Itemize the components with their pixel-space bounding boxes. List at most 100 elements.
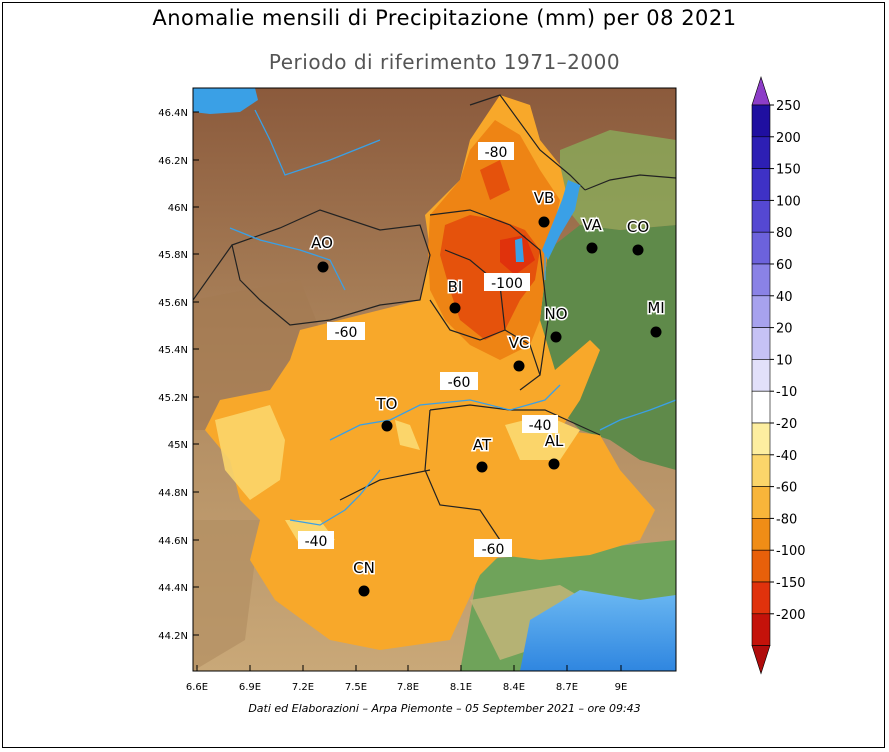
city-label-halo: CO [627, 218, 649, 236]
city-label-halo: CN [353, 559, 375, 577]
city-label-halo: NO [544, 305, 567, 323]
svg-text:-40: -40 [305, 534, 328, 550]
city-marker-vb [538, 216, 550, 228]
lon-tick-label: 8.7E [556, 682, 578, 693]
lat-tick-label: 46N [168, 203, 188, 214]
city-label-to: TO [376, 395, 398, 413]
legend-level-label: 60 [776, 258, 793, 273]
lat-tick-label: 45.2N [158, 393, 188, 404]
legend-swatch [751, 295, 771, 328]
lat-tick-label: 46.4N [158, 108, 188, 119]
legend-swatch [751, 168, 771, 201]
legend-swatch [751, 327, 771, 360]
legend-swatch [751, 136, 771, 169]
north-area [560, 130, 676, 230]
longitude-axis: 6.6E 6.9E 7.2E 7.5E 7.8E 8.1E 8.4E 8.7E 9E [186, 665, 627, 693]
lat-tick-label: 45.8N [158, 250, 188, 261]
city-label-halo: AL [545, 432, 564, 450]
svg-text:-40: -40 [529, 418, 552, 434]
city-label-halo: MI [647, 299, 664, 317]
city-marker-mi [650, 326, 662, 338]
city-label-no: NO [544, 305, 567, 323]
lat-tick-label: 44.6N [158, 536, 188, 547]
city-marker-al [548, 458, 560, 470]
legend-level-label: -200 [776, 608, 806, 623]
city-label-co: CO [627, 218, 649, 236]
legend-level-label: -20 [776, 417, 797, 432]
legend-level-label: 80 [776, 226, 793, 241]
legend-swatch [751, 613, 771, 646]
contour-label-6: -40 [298, 531, 334, 550]
lon-tick-label: 8.4E [503, 682, 525, 693]
contour-label-1: -80 [478, 142, 514, 161]
city-label-halo: VB [534, 189, 555, 207]
legend-swatch [751, 486, 771, 519]
lat-tick-label: 44.2N [158, 631, 188, 642]
legend-level-label: -60 [776, 481, 797, 496]
city-label-halo: VA [582, 216, 602, 234]
legend-level-label: 250 [776, 99, 801, 114]
anomaly-zone-40-a [215, 405, 285, 500]
legend-swatch [751, 454, 771, 487]
legend-level-label: 40 [776, 290, 793, 305]
city-marker-no [550, 331, 562, 343]
plot-border [192, 87, 677, 672]
contour-label-3: -60 [327, 322, 365, 341]
svg-text:-60: -60 [448, 375, 471, 391]
legend-swatch [751, 390, 771, 424]
city-label-halo: TO [376, 395, 398, 413]
lat-tick-label: 44.4N [158, 583, 188, 594]
ligurian-sea [520, 590, 676, 671]
terrain-southwest [193, 520, 260, 671]
lon-tick-label: 9E [615, 682, 628, 693]
lon-tick-label: 7.5E [345, 682, 367, 693]
city-label-bi: BI [448, 278, 463, 296]
anomaly-zone-40-d [395, 420, 420, 450]
map-plot-area [193, 88, 676, 671]
svg-text:-100: -100 [491, 276, 523, 292]
city-label-halo: BI [448, 278, 463, 296]
lon-tick-label: 8.1E [450, 682, 472, 693]
anomaly-zone-100-north [480, 160, 510, 200]
city-label-mi: MI [647, 299, 664, 317]
legend-swatch [751, 200, 771, 233]
contour-label-2: -100 [484, 273, 530, 292]
svg-text:-60: -60 [482, 542, 505, 558]
legend-level-label: 100 [776, 194, 801, 209]
data-credits: Dati ed Elaborazioni – Arpa Piemonte – 0… [248, 702, 641, 715]
city-marker-at [476, 461, 488, 473]
legend-level-label: 10 [776, 353, 793, 368]
contour-label-5: -40 [522, 415, 558, 434]
legend-level-label: -80 [776, 512, 797, 527]
legend-swatch [751, 518, 771, 551]
legend-swatch [751, 359, 771, 392]
color-legend: 250 200 150 100 80 60 40 20 10 -10 -20 -40 -60 -80 -10… [751, 76, 806, 675]
svg-text:-80: -80 [485, 145, 508, 161]
legend-level-label: -100 [776, 544, 806, 559]
legend-level-label: 200 [776, 131, 801, 146]
legend-swatch [751, 231, 771, 265]
city-label-halo: AT [473, 436, 492, 454]
city-label-at: AT [473, 436, 492, 454]
city-marker-va [586, 242, 598, 254]
city-marker-bi [449, 302, 461, 314]
legend-level-label: -150 [776, 576, 806, 591]
city-label-halo: AO [311, 234, 333, 252]
lon-tick-label: 7.8E [397, 682, 419, 693]
lake-maggiore [542, 180, 580, 260]
legend-swatch [751, 581, 771, 615]
city-label-va: VA [582, 216, 602, 234]
city-label-vb: VB [534, 189, 555, 207]
city-label-halo: VC [509, 334, 530, 352]
city-label-al: AL [545, 432, 564, 450]
legend-bottom-arrow [751, 645, 771, 675]
lon-tick-label: 7.2E [292, 682, 314, 693]
city-label-cn: CN [353, 559, 375, 577]
contour-labels: -80 -100 -60 -60 -40 -40 -60 [298, 142, 558, 558]
latitude-axis: 46.4N 46.2N 46N 45.8N 45.6N 45.4N 45.2N 45N 44.8… [158, 108, 199, 642]
legend-level-label: -40 [776, 449, 797, 464]
lon-tick-label: 6.6E [186, 682, 208, 693]
legend-swatch [751, 549, 771, 583]
